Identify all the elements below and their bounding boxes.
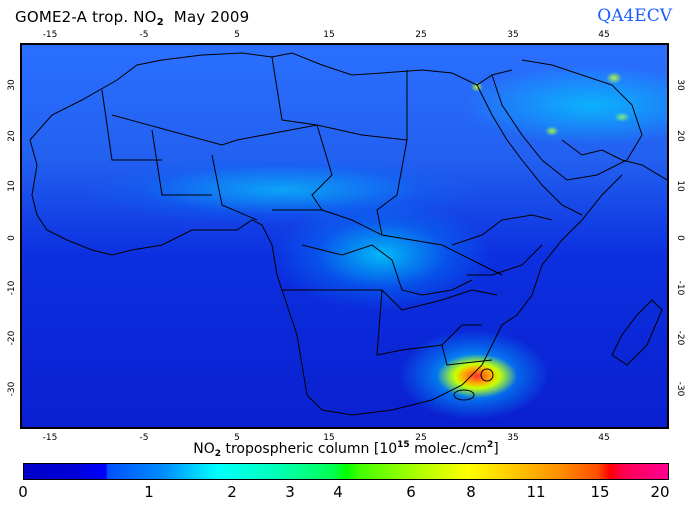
lat-tick-left: -30 [7,381,17,397]
lon-tick-top: -15 [42,30,58,40]
colorbar-title-sub: 2 [214,449,221,459]
colorbar-title: NO2 tropospheric column [1015 molec./cm2… [0,440,692,459]
lon-tick-bottom: 45 [598,433,610,443]
lon-tick-bottom: 15 [323,433,335,443]
lon-tick-bottom: -5 [139,433,149,443]
country-borders [29,52,667,416]
lon-tick-top: 35 [507,30,519,40]
lat-tick-left: 30 [7,79,17,91]
colorbar-title-exponent: 15 [397,440,410,450]
lat-tick-right: -30 [675,381,685,397]
lat-tick-right: 20 [675,130,685,142]
title-text: GOME2-A trop. NO [15,8,157,26]
colorbar-label: 20 [650,483,670,501]
colorbar-label: 3 [285,483,295,501]
lat-tick-left: 0 [7,235,17,241]
lat-tick-left: -10 [7,280,17,296]
colorbar-title-text: NO [193,441,215,457]
title-date: May 2009 [173,8,250,26]
no2-map [20,43,669,429]
lon-tick-top: 5 [234,30,240,40]
lon-tick-top: 15 [323,30,335,40]
lon-tick-bottom: 25 [415,433,427,443]
colorbar-label: 15 [590,483,610,501]
title-subscript: 2 [156,17,164,28]
lat-tick-right: -10 [675,280,685,296]
colorbar-label: 6 [406,483,416,501]
lat-tick-right: 0 [675,235,685,241]
lat-tick-left: 10 [7,180,17,192]
map-title: GOME2-A trop. NO2 May 2009 [15,8,249,28]
colorbar-label: 11 [526,483,546,501]
lat-tick-left: -20 [7,330,17,346]
colorbar-title-unit-exponent: 2 [487,440,494,450]
lat-tick-right: -20 [675,330,685,346]
colorbar [23,463,669,480]
colorbar-label: 8 [466,483,476,501]
colorbar-title-mid: tropospheric column [10 [221,441,398,457]
lon-tick-top: 25 [415,30,427,40]
lon-tick-top: 45 [598,30,610,40]
colorbar-label: 0 [18,483,28,501]
colorbar-label: 4 [333,483,343,501]
colorbar-label: 1 [144,483,154,501]
brand-logo: QA4ECV [597,6,672,26]
lat-tick-right: 30 [675,79,685,91]
colorbar-label: 2 [227,483,237,501]
colorbar-title-unit: molec./cm [409,441,488,457]
lon-tick-bottom: 5 [234,433,240,443]
lat-tick-right: 10 [675,180,685,192]
lat-tick-left: 20 [7,130,17,142]
lon-tick-top: -5 [139,30,149,40]
colorbar-title-end: ] [493,441,499,457]
lon-tick-bottom: 35 [507,433,519,443]
lon-tick-bottom: -15 [42,433,58,443]
